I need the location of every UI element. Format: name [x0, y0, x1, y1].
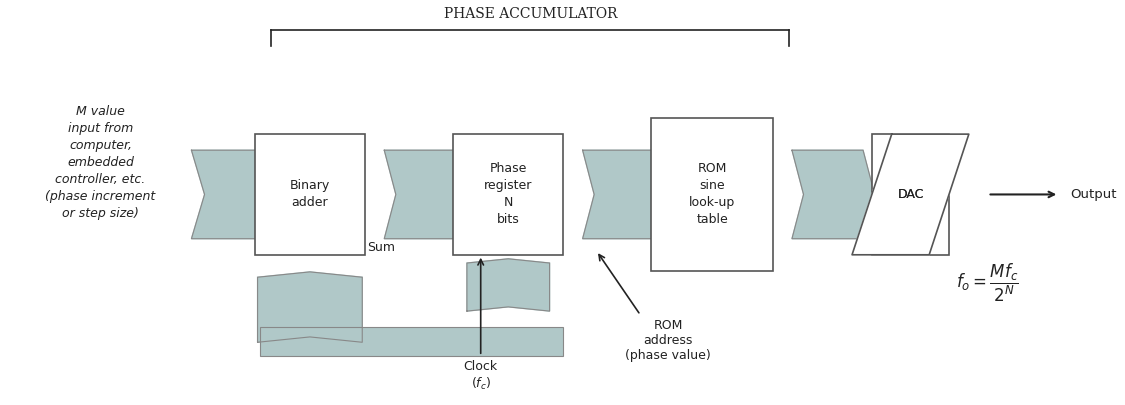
- Polygon shape: [467, 259, 550, 311]
- Text: ROM
address
(phase value): ROM address (phase value): [626, 319, 711, 362]
- Text: Phase
register
N
bits: Phase register N bits: [484, 162, 532, 226]
- Text: DAC: DAC: [898, 188, 924, 201]
- FancyBboxPatch shape: [453, 134, 564, 255]
- Polygon shape: [583, 150, 665, 239]
- Polygon shape: [258, 272, 362, 342]
- Polygon shape: [792, 150, 874, 239]
- Polygon shape: [191, 150, 285, 239]
- Polygon shape: [260, 327, 564, 356]
- Text: Clock
$(f_c)$: Clock $(f_c)$: [464, 360, 497, 392]
- Text: ROM
sine
look-up
table: ROM sine look-up table: [688, 162, 736, 226]
- Polygon shape: [385, 150, 467, 239]
- Text: Output: Output: [1070, 188, 1117, 201]
- FancyBboxPatch shape: [255, 134, 364, 255]
- Polygon shape: [852, 134, 969, 255]
- Text: DAC: DAC: [898, 188, 924, 201]
- FancyBboxPatch shape: [872, 134, 950, 255]
- Text: PHASE ACCUMULATOR: PHASE ACCUMULATOR: [443, 8, 616, 21]
- Text: Sum: Sum: [368, 241, 396, 254]
- Text: M value
input from
computer,
embedded
controller, etc.
(phase increment
or step : M value input from computer, embedded co…: [45, 105, 155, 220]
- FancyBboxPatch shape: [651, 118, 773, 271]
- Text: $f_o = \dfrac{Mf_c}{2^N}$: $f_o = \dfrac{Mf_c}{2^N}$: [956, 262, 1019, 304]
- Text: Binary
adder: Binary adder: [290, 179, 330, 209]
